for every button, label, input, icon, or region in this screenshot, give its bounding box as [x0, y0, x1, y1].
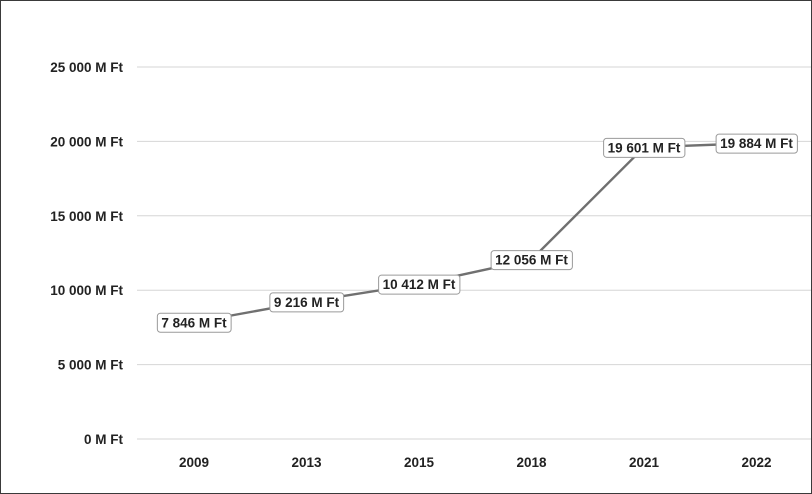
- data-label: 19 884 M Ft: [715, 133, 798, 154]
- data-label-text: 19 601 M Ft: [608, 140, 681, 155]
- x-axis-tick-labels: 2009 2013 2015 2018 2021 2022: [179, 455, 772, 470]
- y-tick-label: 5 000 M Ft: [58, 358, 124, 373]
- data-label-box: [603, 137, 686, 158]
- data-label-text: 10 412 M Ft: [383, 277, 456, 292]
- data-label: 10 412 M Ft: [378, 274, 461, 295]
- y-tick-label: 0 M Ft: [84, 432, 124, 447]
- data-label-box: [490, 250, 573, 271]
- y-tick-label: 10 000 M Ft: [50, 283, 123, 298]
- data-labels: 7 846 M Ft 9 216 M Ft 10 412 M Ft 12 056 M …: [156, 133, 798, 333]
- data-label: 7 846 M Ft: [156, 312, 232, 333]
- y-axis-tick-labels: 0 M Ft 5 000 M Ft 10 000 M Ft 15 000 M Ft 20…: [50, 60, 123, 447]
- gridlines: [137, 66, 811, 440]
- data-label: 9 216 M Ft: [269, 292, 345, 313]
- data-label-text: 19 884 M Ft: [720, 136, 793, 151]
- data-label-box: [269, 292, 345, 313]
- data-label-text: 9 216 M Ft: [274, 295, 340, 310]
- data-label: 19 601 M Ft: [603, 137, 686, 158]
- data-label-text: 7 846 M Ft: [161, 315, 227, 330]
- x-tick-label: 2013: [291, 455, 322, 470]
- data-label-box: [715, 133, 798, 154]
- y-tick-label: 25 000 M Ft: [50, 60, 123, 75]
- y-tick-label: 20 000 M Ft: [50, 134, 123, 149]
- y-tick-label: 15 000 M Ft: [50, 209, 123, 224]
- x-tick-label: 2021: [629, 455, 660, 470]
- data-label-box: [156, 312, 232, 333]
- data-label-box: [378, 274, 461, 295]
- x-tick-label: 2015: [404, 455, 435, 470]
- data-label: 12 056 M Ft: [490, 250, 573, 271]
- x-tick-label: 2022: [741, 455, 771, 470]
- data-label-text: 12 056 M Ft: [495, 253, 568, 268]
- x-tick-label: 2009: [179, 455, 209, 470]
- x-tick-label: 2018: [516, 455, 547, 470]
